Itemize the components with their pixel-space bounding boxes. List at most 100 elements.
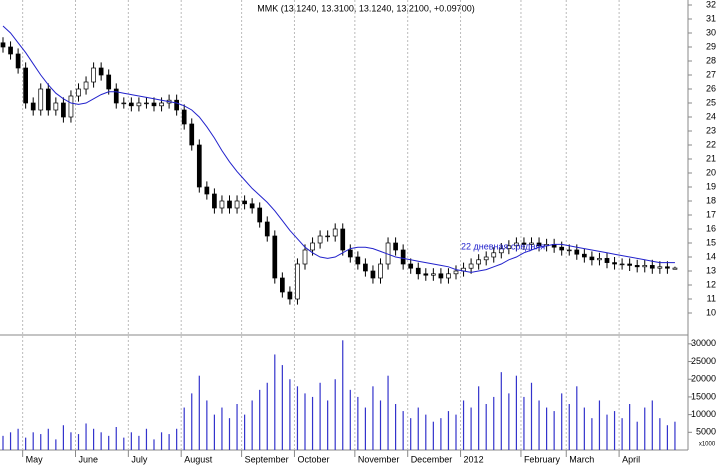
candle-body [76,88,81,97]
y-tick-label: 21 [706,153,716,163]
candle-body [581,253,587,258]
candle-body [83,81,89,90]
candle-body [53,102,59,111]
y-tick-label: 16 [706,223,716,233]
candle-body [657,266,663,269]
y-tick-label: 14 [706,251,716,261]
candle-body [446,273,451,279]
y-tick-label: 31 [706,13,716,23]
candle-body [181,109,187,125]
y-tick-label: 29 [706,41,716,51]
volume-tick-label: 15000 [691,391,716,401]
x-tick-label: September [245,454,289,464]
candle-body [566,249,572,252]
x-tick-label: 2012 [464,454,484,464]
y-tick-label: 10 [706,307,716,317]
candle-body [483,256,489,261]
candle-body [332,228,338,237]
y-tick-label: 15 [706,237,716,247]
candle-body [536,242,542,247]
candle-body [121,102,127,105]
candle-body [106,74,112,90]
candle-body [431,273,436,276]
x-tick-label: February [524,454,561,464]
candle-body [287,291,293,300]
candle-body [476,259,481,265]
candle-body [257,207,263,223]
volume-tick-label: 10000 [691,409,716,419]
y-tick-label: 18 [706,195,716,205]
y-tick-label: 32 [706,0,716,9]
candle-body [589,256,595,261]
candle-body [136,102,142,107]
candle-body [672,267,678,270]
candle-body [491,252,497,258]
candle-body [498,248,504,254]
candle-body [242,200,247,205]
candle-body [423,273,429,276]
candle-body [514,242,519,247]
candle-body [317,235,323,244]
y-tick-label: 23 [706,125,716,135]
candle-body [649,265,655,269]
volume-tick-label: 5000 [696,427,716,437]
candle-body [280,277,285,293]
y-tick-label: 19 [706,181,716,191]
candle-body [347,249,353,258]
candle-body [68,95,74,118]
y-tick-label: 17 [706,209,716,219]
candle-body [196,144,202,188]
x-tick-label: November [358,454,400,464]
candle-body [15,53,21,69]
candle-body [559,246,565,251]
y-tick-label: 28 [706,55,716,65]
candle-body [45,88,51,111]
candle-body [529,242,534,245]
candle-body [144,102,149,105]
candle-body [370,270,376,279]
x-tick-label: December [411,454,453,464]
candle-body [378,263,383,279]
chart-title: MMK (13.1240, 13.3100, 13.1240, 13.2100,… [257,3,474,13]
y-tick-label: 13 [706,265,716,275]
candle-body [8,46,13,55]
x-tick-label: April [622,454,640,464]
candle-body [174,99,179,111]
candle-body [634,265,640,268]
y-tick-label: 24 [706,111,716,121]
candle-body [234,200,240,209]
volume-unit: x1000 [699,442,716,448]
y-tick-label: 20 [706,167,716,177]
x-tick-label: October [297,454,329,464]
x-tick-label: March [569,454,594,464]
y-tick-label: 12 [706,279,716,289]
candle-body [61,102,66,118]
y-tick-label: 26 [706,83,716,93]
candle-body [619,263,625,266]
candle-body [408,263,414,269]
candle-body [129,102,134,107]
candle-body [506,245,512,249]
candle-body [363,263,368,272]
candle-body [355,256,361,265]
candle-body [415,267,421,275]
candle-body [113,88,119,104]
candle-body [23,67,28,104]
x-tick-label: August [184,454,213,464]
y-tick-label: 22 [706,139,716,149]
candle-body [204,186,210,195]
moving-average-label: 22 дневная средняя [461,241,545,251]
candle-body [665,266,670,269]
candle-body [295,263,300,300]
volume-tick-label: 25000 [691,356,716,366]
candle-body [159,102,164,107]
moving-average-line [2,25,675,273]
candle-body [212,193,217,209]
candle-body [340,228,346,251]
y-tick-label: 30 [706,27,716,37]
candle-body [189,123,195,146]
candle-body [642,265,648,268]
candle-body [325,235,330,238]
